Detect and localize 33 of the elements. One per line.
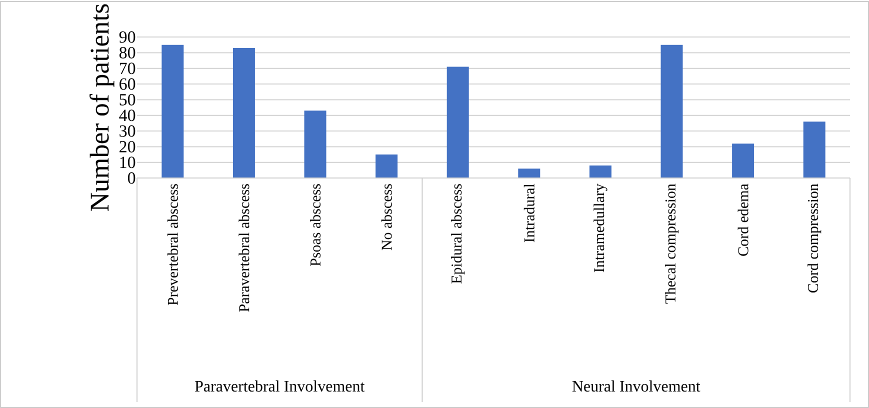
bar [732, 144, 754, 178]
x-tick-label: Paravertebral abscess [238, 184, 250, 312]
x-tick-label: No abscess [381, 184, 392, 250]
bar [232, 48, 255, 178]
y-tick-label: 30 [120, 125, 136, 137]
y-tick-label: 60 [120, 78, 136, 90]
bar [304, 110, 326, 178]
x-tick-label: Intradural [524, 184, 534, 242]
bar [803, 122, 826, 178]
x-tick-label: Thecal compression [664, 184, 679, 304]
x-tick-label: Psoas abscess [310, 184, 321, 266]
x-tick-label: Epidural abscess [451, 184, 465, 284]
bar [162, 44, 184, 178]
y-tick-label: 50 [120, 94, 136, 106]
bar [660, 44, 683, 178]
y-axis-title: Number of patients [90, 4, 114, 211]
x-tick-label: Cord compression [808, 184, 822, 292]
y-tick-label: 20 [120, 140, 136, 152]
y-tick-label: 80 [119, 46, 136, 58]
y-tick-label: 10 [120, 156, 136, 168]
y-tick-label: 70 [120, 62, 136, 74]
bar [446, 66, 469, 178]
y-tick-label: 90 [119, 31, 136, 43]
y-tick-label: 0 [128, 172, 136, 184]
text: Paravertebral Involvement [195, 380, 365, 392]
y-tick-label: 40 [119, 110, 136, 122]
bar [376, 154, 398, 178]
x-tick-label: Cord edema [738, 184, 748, 256]
x-tick-label: Prevertebral abscess [167, 184, 178, 306]
text: Neural Involvement [572, 380, 700, 392]
x-tick-label: Intramedullary [594, 184, 608, 272]
bar [518, 168, 540, 178]
bar [589, 165, 612, 178]
